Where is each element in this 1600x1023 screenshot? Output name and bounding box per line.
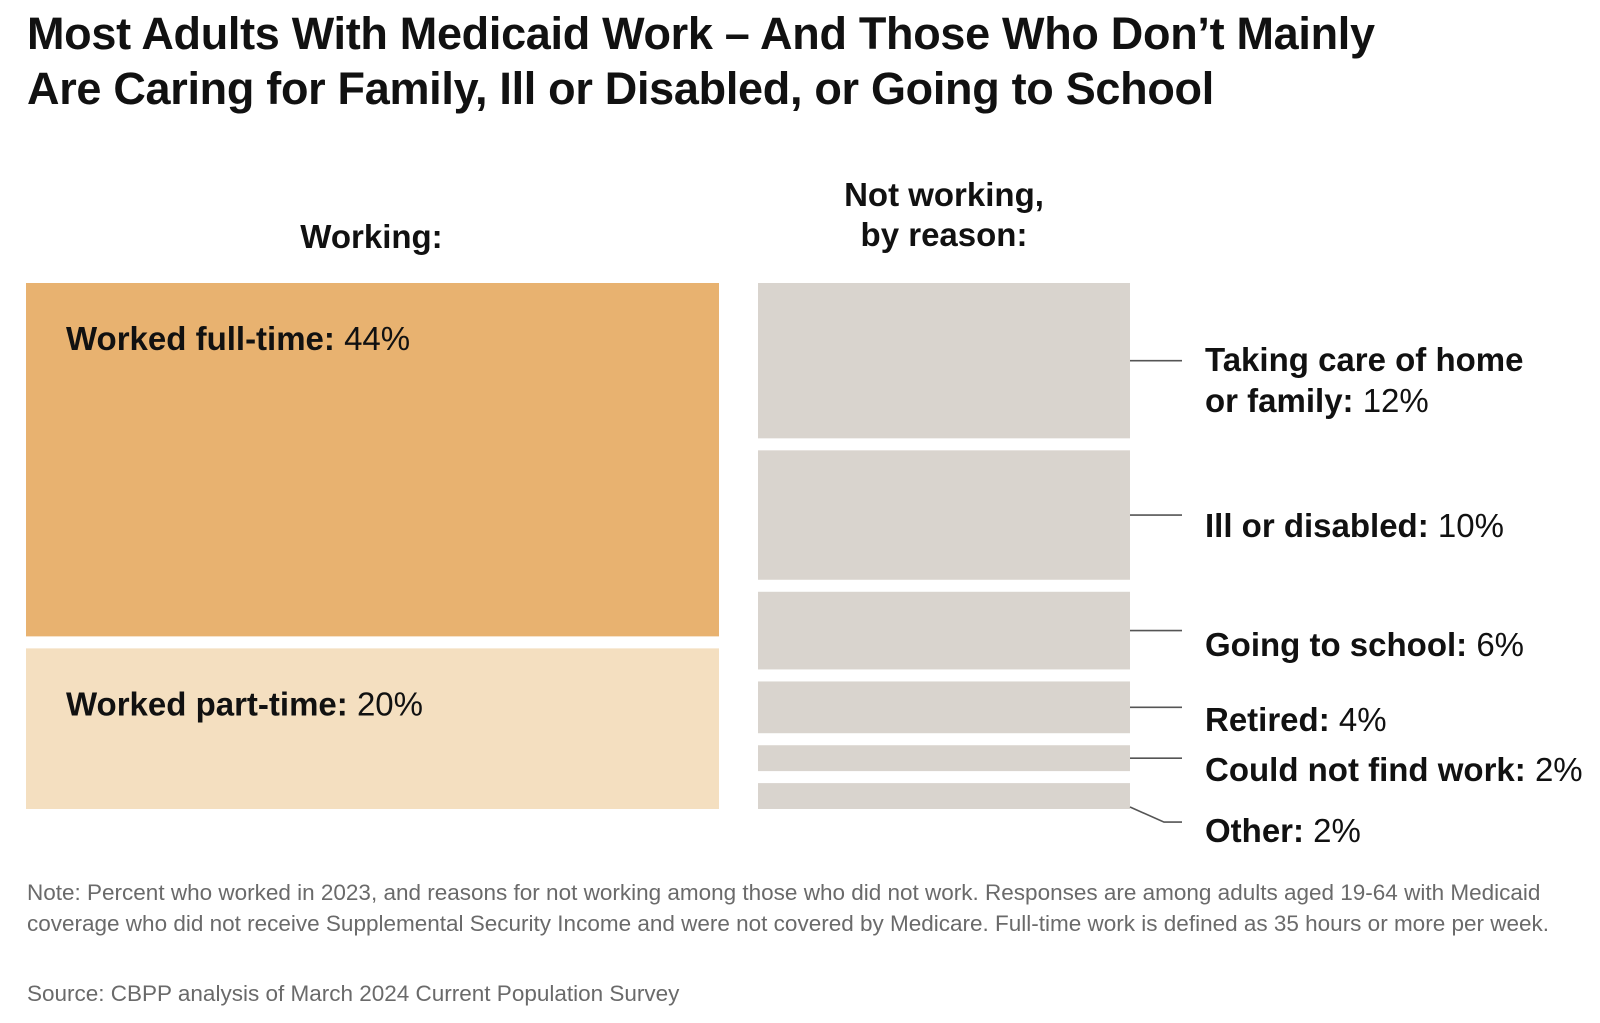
heading-line: by reason: (861, 216, 1028, 253)
bar-segment-worked-full-time (26, 283, 719, 637)
segment-value: 2% (1535, 751, 1583, 788)
segment-label-name: Ill or disabled: (1205, 507, 1438, 544)
segment-label-could-not-find-work: Could not find work: 2% (1205, 751, 1583, 788)
segment-value: 4% (1339, 701, 1387, 738)
segment-label-taking-care-of-home-or-family: Taking care of home or family: 12% (1205, 341, 1523, 419)
chart-title-line-1: Most Adults With Medicaid Work – And Tho… (27, 8, 1375, 59)
segment-label-other: Other: 2% (1205, 812, 1361, 849)
segment-value: 20% (357, 685, 423, 722)
segment-label-name: Could not find work: (1205, 751, 1535, 788)
segment-label-name: Worked part-time: (66, 685, 357, 722)
segment-value: 6% (1476, 626, 1524, 663)
segment-label-worked-part-time: Worked part-time: 20% (66, 685, 423, 722)
segment-value: 2% (1313, 812, 1361, 849)
bar-segment-going-to-school (758, 591, 1130, 670)
chart-note: Note: Percent who worked in 2023, and re… (27, 880, 1550, 936)
segment-label-name: Going to school: (1205, 626, 1476, 663)
bar-segment-ill-or-disabled (758, 450, 1130, 580)
working-column-heading: Working: (300, 218, 442, 255)
segment-label-retired: Retired: 4% (1205, 701, 1387, 738)
segment-label-worked-full-time: Worked full-time: 44% (66, 320, 410, 357)
bar-segment-could-not-find-work (758, 745, 1130, 772)
chart-title-line-2: Are Caring for Family, Ill or Disabled, … (27, 63, 1214, 114)
leader-line-other (1129, 806, 1182, 823)
segment-label-name: Worked full-time: (66, 320, 344, 357)
segment-value: 10% (1438, 507, 1504, 544)
chart-title: Most Adults With Medicaid Work – And Tho… (27, 6, 1587, 116)
segment-value: 12% (1363, 382, 1429, 419)
bar-segment-worked-part-time (26, 648, 719, 809)
bar-segment-retired (758, 681, 1130, 734)
not-working-column-heading: Not working, by reason: (844, 176, 1044, 253)
segment-label-name: Retired: (1205, 701, 1339, 738)
segment-label-going-to-school: Going to school: 6% (1205, 626, 1524, 663)
chart-source: Source: CBPP analysis of March 2024 Curr… (27, 981, 680, 1006)
segment-label-ill-or-disabled: Ill or disabled: 10% (1205, 507, 1504, 544)
heading-line: Not working, (844, 176, 1044, 213)
bar-segment-other (758, 783, 1130, 809)
segment-value: 44% (344, 320, 410, 357)
segment-label-name: Other: (1205, 812, 1313, 849)
bar-segment-taking-care-of-home-or-family (758, 283, 1130, 439)
segment-label-name: or family: (1205, 382, 1363, 419)
segment-label-name: Taking care of home (1205, 341, 1523, 378)
